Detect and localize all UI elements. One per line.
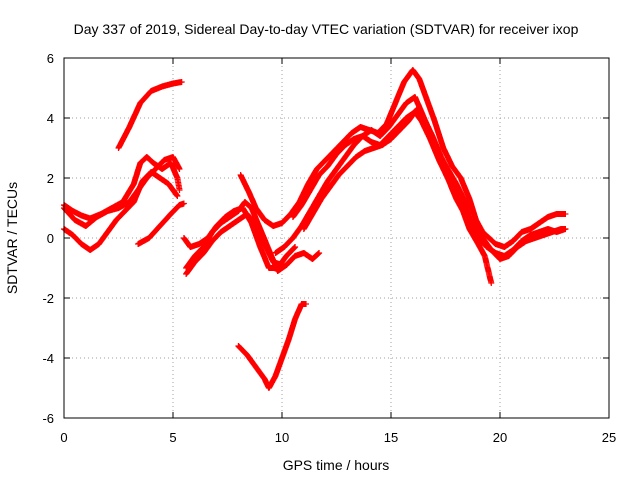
data-marker-path <box>135 200 187 247</box>
data-series-8 <box>183 211 285 277</box>
data-series-9 <box>237 67 569 250</box>
data-marker-path <box>115 79 185 151</box>
tick-labels: 0 5 10 15 20 25 -6 -4 -2 0 2 4 6 <box>42 51 616 445</box>
x-tick-label: 25 <box>602 430 616 445</box>
x-tick-label: 15 <box>384 430 398 445</box>
y-tick-label: 0 <box>47 231 54 246</box>
y-tick-label: 2 <box>47 171 54 186</box>
x-tick-label: 5 <box>169 430 176 445</box>
y-tick-label: -4 <box>42 351 54 366</box>
data-marker-path <box>183 211 285 277</box>
x-tick-label: 10 <box>275 430 289 445</box>
data-series-1 <box>115 79 185 151</box>
data-marker-path <box>237 67 569 250</box>
data-markers <box>61 67 569 391</box>
y-axis-label: SDTVAR / TECUs <box>4 182 20 294</box>
data-series-5 <box>135 200 187 247</box>
data-series-12 <box>300 106 569 262</box>
x-tick-label: 20 <box>493 430 507 445</box>
data-series-7 <box>183 199 323 274</box>
y-tick-label: 4 <box>47 111 54 126</box>
y-tick-label: 6 <box>47 51 54 66</box>
data-marker-path <box>183 199 323 274</box>
data-series-13 <box>235 301 309 391</box>
chart-title: Day 337 of 2019, Sidereal Day-to-day VTE… <box>74 21 579 37</box>
data-marker-path <box>235 301 309 391</box>
x-axis-label: GPS time / hours <box>283 457 390 473</box>
ticks <box>63 57 610 419</box>
data-marker-path <box>300 106 569 262</box>
y-tick-label: -2 <box>42 291 54 306</box>
x-tick-label: 0 <box>60 430 67 445</box>
y-tick-label: -6 <box>42 411 54 426</box>
